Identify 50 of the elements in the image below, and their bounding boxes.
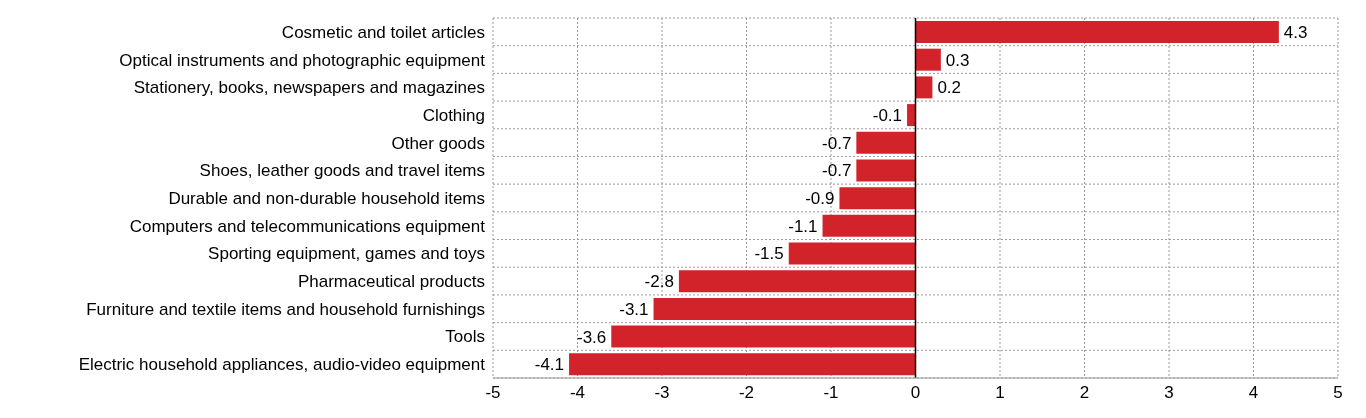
bar [839,187,916,210]
data-label: -0.7 [822,161,852,181]
data-label: -0.7 [822,133,852,153]
x-tick-label: -4 [569,383,586,403]
bar [653,297,916,320]
bar [856,159,916,182]
y-tick-label: Computers and telecommunications equipment [129,216,486,236]
x-tick-label: -3 [654,383,670,403]
y-tick-label: Shoes, leather goods and travel items [199,161,485,181]
data-label: 4.3 [1283,22,1308,42]
y-tick-label: Clothing [422,105,485,125]
y-tick-label: Optical instruments and photographic equipment [119,50,486,70]
bar [915,21,1279,43]
y-tick-label: Stationery, books, newspapers and magazines [133,78,485,98]
x-tick-label: 2 [1079,383,1090,403]
y-tick-label: Tools [445,327,485,347]
bar [915,76,933,99]
bar [822,214,916,237]
bar [569,353,916,376]
data-label: -0.1 [872,106,903,126]
y-tick-label: Pharmaceutical products [297,272,485,292]
data-label: -0.9 [805,189,835,209]
data-label: -1.1 [788,216,818,236]
x-tick-label: -1 [823,383,839,403]
bar [678,270,916,293]
data-label: 0.2 [937,78,962,98]
data-label: -3.6 [577,327,607,347]
x-tick-label: -5 [485,383,501,403]
y-tick-label: Furniture and textile items and household furnishings [86,299,485,319]
bar [856,131,916,154]
y-tick-label: Sporting equipment, games and toys [208,244,485,264]
data-label: -3.1 [619,299,649,319]
data-label: -2.8 [644,272,674,292]
y-tick-label: Durable and non-durable household items [168,189,485,209]
bar [907,104,916,127]
bar [611,325,916,348]
y-tick-label: Other goods [391,133,485,153]
data-label: 0.3 [945,50,970,70]
x-tick-label: -2 [738,383,755,403]
y-tick-label: Electric household appliances, audio-video equipment [78,355,486,375]
y-tick-label: Cosmetic and toilet articles [281,22,485,42]
data-label: -1.5 [754,244,784,264]
x-tick-label: 1 [995,383,1005,403]
x-tick-label: 0 [910,383,921,403]
bar [915,48,941,71]
x-tick-label: 5 [1333,383,1343,403]
data-label: -4.1 [534,355,565,375]
bar [788,242,916,265]
x-tick-label: 3 [1164,383,1174,403]
x-tick-label: 4 [1248,383,1259,403]
